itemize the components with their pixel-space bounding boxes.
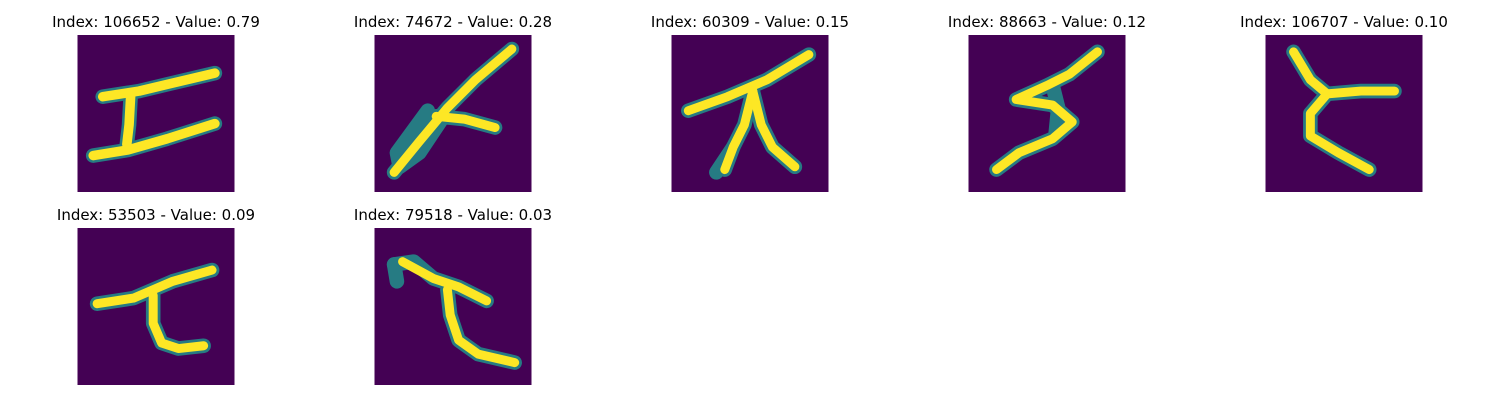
panel-title: Index: 79518 - Value: 0.03 bbox=[353, 206, 553, 224]
panel-88663: Index: 88663 - Value: 0.12 bbox=[927, 13, 1167, 193]
panel-74672: Index: 74672 - Value: 0.28 bbox=[333, 13, 573, 193]
panel-title: Index: 106707 - Value: 0.10 bbox=[1240, 13, 1448, 31]
panel-title: Index: 60309 - Value: 0.15 bbox=[650, 13, 850, 31]
glyph-image-88663 bbox=[968, 35, 1126, 192]
glyph-image-60309 bbox=[671, 35, 829, 192]
panel-53503: Index: 53503 - Value: 0.09 bbox=[36, 206, 276, 386]
glyph-image-79518 bbox=[374, 228, 532, 385]
panel-title: Index: 53503 - Value: 0.09 bbox=[56, 206, 256, 224]
panel-106707: Index: 106707 - Value: 0.10 bbox=[1224, 13, 1464, 193]
glyph-image-106707 bbox=[1265, 35, 1423, 192]
glyph-image-74672 bbox=[374, 35, 532, 192]
panel-title: Index: 74672 - Value: 0.28 bbox=[353, 13, 553, 31]
glyph-image-53503 bbox=[77, 228, 235, 385]
glyph-image-106652 bbox=[77, 35, 235, 192]
panel-79518: Index: 79518 - Value: 0.03 bbox=[333, 206, 573, 386]
panel-title: Index: 106652 - Value: 0.79 bbox=[52, 13, 260, 31]
panel-title: Index: 88663 - Value: 0.12 bbox=[947, 13, 1147, 31]
panel-60309: Index: 60309 - Value: 0.15 bbox=[630, 13, 870, 193]
panel-106652: Index: 106652 - Value: 0.79 bbox=[36, 13, 276, 193]
